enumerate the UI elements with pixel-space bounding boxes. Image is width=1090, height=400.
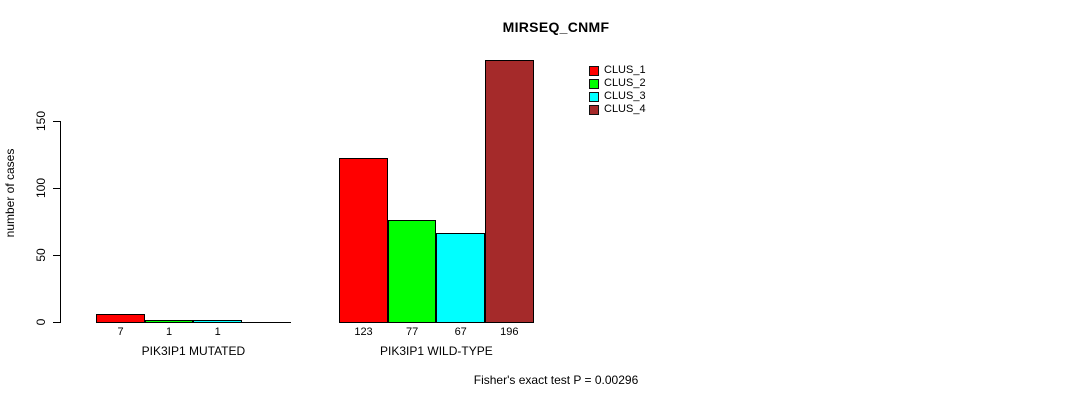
bar-value-label: 196 [500,326,519,338]
legend: CLUS_1 CLUS_2 CLUS_3 CLUS_4 [589,64,646,116]
y-tick-mark [53,121,60,122]
bar-clus_4-group1 [242,322,291,323]
legend-swatch-clus_3 [589,91,599,102]
bar-value-label: 123 [354,326,373,338]
legend-item: CLUS_1 [589,64,646,77]
bar-clus_2-group1 [144,320,194,323]
legend-swatch-clus_1 [589,65,599,76]
y-tick-mark [53,322,60,323]
bar-clus_1-group2 [339,158,388,323]
bar-value-label: 67 [454,326,467,338]
legend-label: CLUS_3 [604,90,646,102]
bar-clus_2-group2 [387,220,437,323]
bar-value-label: 7 [117,326,124,338]
category-label: PIK3IP1 MUTATED [141,344,246,358]
bar-clus_3-group2 [436,233,485,323]
y-tick-label: 150 [34,110,48,132]
y-axis-title: number of cases [3,148,17,238]
bar-clus_4-group2 [485,60,534,323]
legend-swatch-clus_2 [589,78,599,89]
y-tick-mark [53,188,60,189]
bar-clus_3-group1 [193,320,242,323]
y-tick-label: 0 [34,318,48,326]
fisher-test-annotation: Fisher's exact test P = 0.00296 [473,373,639,387]
y-tick-label: 100 [34,177,48,199]
bar-value-label: 1 [214,326,221,338]
y-tick-mark [53,255,60,256]
legend-item: CLUS_2 [589,77,646,90]
legend-item: CLUS_3 [589,90,646,103]
y-tick-label: 50 [34,248,48,262]
legend-swatch-clus_4 [589,104,599,115]
bar-clus_1-group1 [96,314,145,323]
y-axis-line [60,121,61,323]
legend-item: CLUS_4 [589,103,646,116]
legend-label: CLUS_2 [604,77,646,89]
legend-label: CLUS_4 [604,103,646,115]
bar-value-label: 1 [166,326,173,338]
bar-value-label: 77 [405,326,419,338]
legend-label: CLUS_1 [604,64,646,76]
category-label: PIK3IP1 WILD-TYPE [380,344,493,358]
chart-title: MIRSEQ_CNMF [502,19,610,35]
